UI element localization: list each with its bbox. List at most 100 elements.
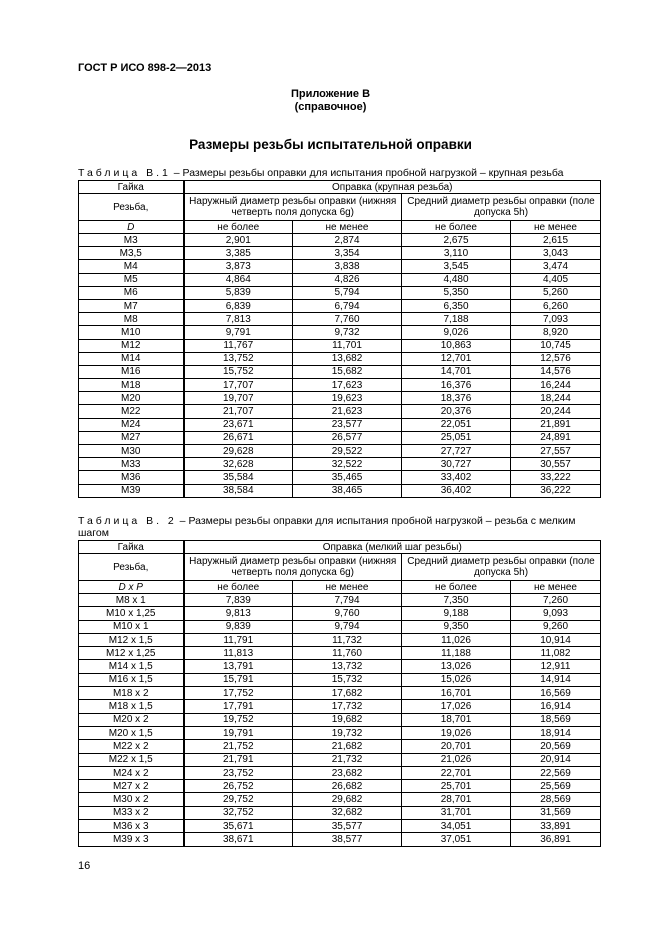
- value-cell: 16,244: [510, 378, 601, 393]
- value-cell: 16,701: [401, 686, 511, 701]
- value-cell: 24,891: [510, 430, 601, 446]
- thread-size-cell: M24: [78, 417, 185, 432]
- thread-size-cell: M30: [78, 443, 185, 459]
- table-row: M20 x 2 19,752 19,682 18,701 18,569: [78, 712, 601, 727]
- table-row: M16 x 1,5 15,791 15,732 15,026 14,914: [78, 672, 601, 688]
- value-cell: 4,480: [401, 272, 511, 287]
- header-row-1: Гайка Оправка (крупная резьба): [78, 180, 601, 194]
- value-cell: 13,026: [401, 659, 511, 674]
- table-row: M10 x 1,25 9,813 9,760 9,188 9,093: [78, 606, 601, 621]
- value-cell: 17,791: [183, 699, 293, 714]
- value-cell: 7,813: [183, 312, 293, 327]
- value-cell: 11,767: [183, 338, 293, 353]
- appendix-heading: Приложение В (справочное): [0, 88, 661, 114]
- value-cell: 18,914: [510, 725, 601, 741]
- value-cell: 14,576: [510, 364, 601, 380]
- value-cell: 31,569: [510, 805, 601, 821]
- value-cell: 38,465: [292, 483, 402, 498]
- value-cell: 20,376: [401, 404, 511, 419]
- value-cell: 3,873: [183, 259, 293, 274]
- page-number: 16: [78, 860, 91, 872]
- table-row: M18 x 2 17,752 17,682 16,701 16,569: [78, 686, 601, 701]
- table-row: M8 x 1 7,839 7,794 7,350 7,260: [78, 592, 601, 608]
- header-mandrel: Оправка (мелкий шаг резьбы): [183, 540, 601, 554]
- header-row-2: Резьба, Наружный диаметр резьбы оправки (…: [78, 553, 601, 581]
- section-title: Размеры резьбы испытательной оправки: [189, 137, 472, 152]
- thread-size-cell: M33 x 2: [78, 805, 185, 821]
- thread-size-cell: M24 x 2: [78, 765, 185, 781]
- value-cell: 29,522: [292, 443, 402, 459]
- table-coarse-thread: Гайка Оправка (крупная резьба) Резьба, Нару…: [78, 180, 601, 498]
- value-cell: 38,577: [292, 832, 402, 847]
- table-row: M33 32,628 32,522 30,727 30,557: [78, 457, 601, 472]
- thread-size-cell: M22 x 1,5: [78, 752, 185, 767]
- thread-size-cell: M33: [78, 457, 185, 472]
- value-cell: 15,791: [183, 672, 293, 688]
- table-row: M27 26,671 26,577 25,051 24,891: [78, 430, 601, 446]
- value-cell: 18,376: [401, 391, 511, 406]
- value-cell: 14,701: [401, 364, 511, 380]
- header-min-3: не менее: [510, 580, 601, 594]
- value-cell: 32,752: [183, 805, 293, 821]
- table-fine-thread: Гайка Оправка (мелкий шаг резьбы) Резьба, Н…: [78, 540, 601, 847]
- thread-size-cell: M16 x 1,5: [78, 672, 185, 688]
- value-cell: 6,260: [510, 298, 601, 314]
- table-row: M10 x 1 9,839 9,794 9,350 9,260: [78, 619, 601, 634]
- value-cell: 32,682: [292, 805, 402, 821]
- thread-size-cell: M18 x 1,5: [78, 699, 185, 714]
- value-cell: 15,682: [292, 364, 402, 380]
- value-cell: 13,791: [183, 659, 293, 674]
- value-cell: 21,026: [401, 752, 511, 767]
- value-cell: 17,682: [292, 686, 402, 701]
- value-cell: 7,760: [292, 312, 402, 327]
- thread-size-cell: M7: [78, 298, 185, 314]
- appendix-title: Приложение В: [290, 88, 371, 100]
- thread-size-cell: M20 x 1,5: [78, 725, 185, 741]
- thread-size-cell: M6: [78, 285, 185, 300]
- value-cell: 38,671: [183, 832, 293, 847]
- table-row: M39 x 3 38,671 38,577 37,051 36,891: [78, 832, 601, 847]
- value-cell: 21,891: [510, 417, 601, 432]
- value-cell: 19,732: [292, 725, 402, 741]
- thread-size-cell: M16: [78, 364, 185, 380]
- table-row: M16 15,752 15,682 14,701 14,576: [78, 364, 601, 380]
- table-row: M30 x 2 29,752 29,682 28,701 28,569: [78, 792, 601, 807]
- value-cell: 30,557: [510, 457, 601, 472]
- value-cell: 9,839: [183, 619, 293, 634]
- value-cell: 20,569: [510, 739, 601, 754]
- value-cell: 11,813: [183, 646, 293, 661]
- table-row: M6 5,839 5,794 5,350 5,260: [78, 285, 601, 300]
- table-row: M22 x 1,5 21,791 21,732 21,026 20,914: [78, 752, 601, 767]
- standard-designation: ГОСТ Р ИСО 898-2—2013: [78, 62, 212, 74]
- table-row: M8 7,813 7,760 7,188 7,093: [78, 312, 601, 327]
- thread-size-cell: M12 x 1,5: [78, 632, 185, 648]
- header-nut: Гайка: [78, 540, 185, 554]
- value-cell: 35,577: [292, 819, 402, 834]
- thread-size-cell: M18 x 2: [78, 686, 185, 701]
- thread-size-cell: M14: [78, 351, 185, 366]
- table-row: M18 17,707 17,623 16,376 16,244: [78, 378, 601, 393]
- value-cell: 15,752: [183, 364, 293, 380]
- table-row: M24 x 2 23,752 23,682 22,701 22,569: [78, 765, 601, 781]
- value-cell: 19,682: [292, 712, 402, 727]
- table-row: M22 21,707 21,623 20,376 20,244: [78, 404, 601, 419]
- thread-size-cell: M3,5: [78, 246, 185, 261]
- thread-size-cell: M10 x 1: [78, 619, 185, 634]
- table-row: M24 23,671 23,577 22,051 21,891: [78, 417, 601, 432]
- value-cell: 7,794: [292, 592, 402, 608]
- table-row: M12 x 1,25 11,813 11,760 11,188 11,082: [78, 646, 601, 661]
- value-cell: 3,043: [510, 246, 601, 261]
- value-cell: 11,188: [401, 646, 511, 661]
- value-cell: 8,920: [510, 325, 601, 340]
- thread-size-cell: M22 x 2: [78, 739, 185, 754]
- value-cell: 10,745: [510, 338, 601, 353]
- table-row: M39 38,584 38,465 36,402 36,222: [78, 483, 601, 498]
- value-cell: 11,791: [183, 632, 293, 648]
- table-row: M33 x 2 32,752 32,682 31,701 31,569: [78, 805, 601, 821]
- value-cell: 2,675: [401, 232, 511, 248]
- table-row: M4 3,873 3,838 3,545 3,474: [78, 259, 601, 274]
- value-cell: 9,188: [401, 606, 511, 621]
- header-thread: Резьба,: [78, 193, 185, 221]
